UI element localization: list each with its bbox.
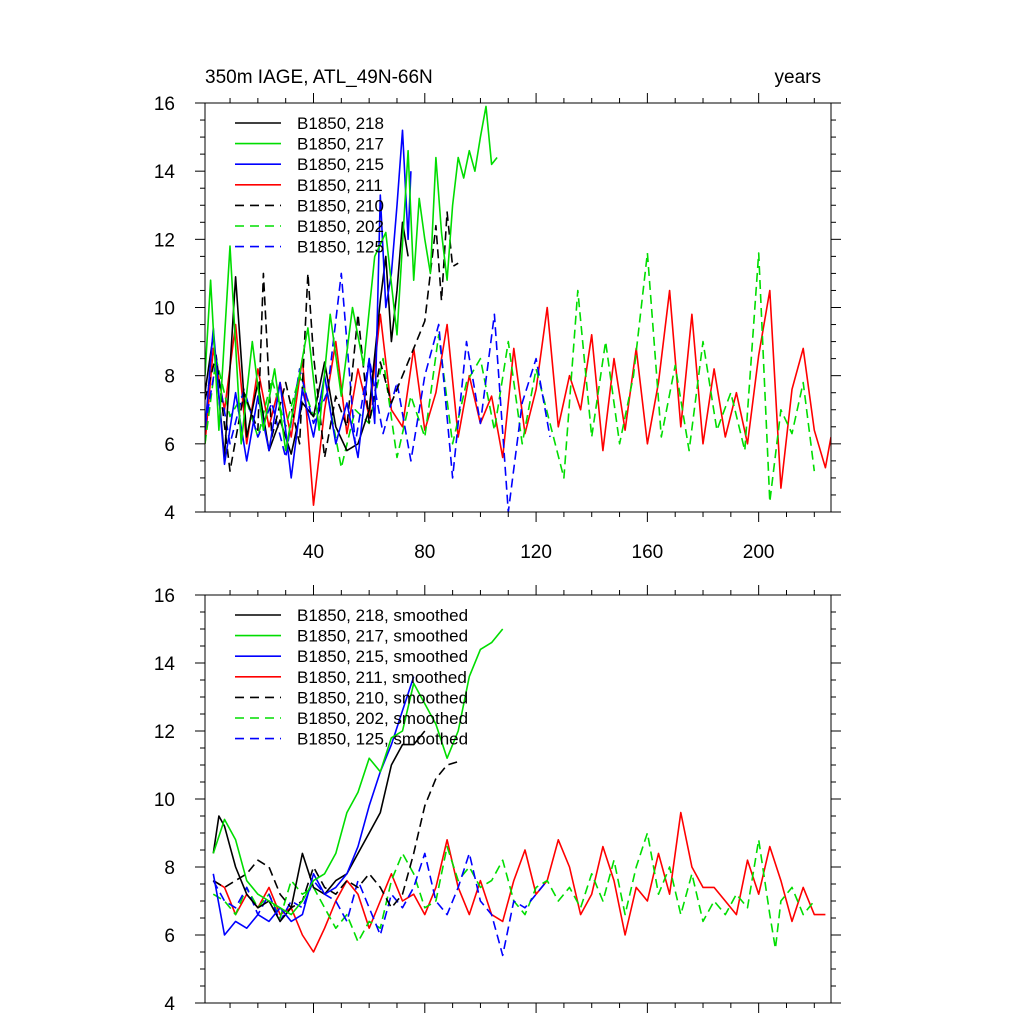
series-line-b1850-217-smoothed [212,628,504,916]
x-tick-label: 200 [743,542,775,563]
series-line-b1850-125-smoothed [212,852,548,957]
legend-label: B1850, 125, smoothed [297,730,468,749]
chart-title-units: years [775,67,821,88]
y-tick-label: 14 [154,162,176,183]
series-group [212,628,826,957]
series-line-b1850-217 [205,105,498,452]
y-tick-label: 8 [164,858,175,879]
legend-label: B1850, 125 [297,238,384,257]
y-tick-label: 8 [164,367,175,388]
legend: B1850, 218, smoothed B1850, 217, smoothed… [235,606,468,749]
y-tick-label: 6 [164,435,175,456]
y-tick-label: 4 [164,503,175,524]
y-tick-label: 10 [154,790,175,811]
legend-label: B1850, 202 [297,217,384,236]
x-tick-label: 80 [414,542,435,563]
series-line-b1850-210-smoothed [212,760,459,909]
y-tick-label: 12 [154,722,175,743]
x-tick-label: 40 [303,542,324,563]
x-tick-label: 160 [632,542,664,563]
legend-label: B1850, 210, smoothed [297,688,468,707]
legend-label: B1850, 210 [297,196,384,215]
y-tick-label: 10 [154,299,175,320]
y-tick-label: 16 [154,586,175,607]
y-tick-label: 16 [154,94,175,115]
series-line-b1850-218 [205,221,409,459]
series-line-b1850-202 [205,252,816,503]
series-line-b1850-211 [205,289,831,507]
legend-label: B1850, 211 [297,176,383,195]
legend-label: B1850, 217 [297,135,384,154]
y-tick-label: 12 [154,230,175,251]
y-tick-label: 6 [164,926,175,947]
y-tick-label: 4 [164,994,175,1015]
legend-label: B1850, 215 [297,155,384,174]
chart-title: 350m IAGE, ATL_49N-66N [205,67,433,88]
legend-label: B1850, 218 [297,114,384,133]
series-line-b1850-211-smoothed [212,811,826,953]
series-line-b1850-202-smoothed [212,832,815,950]
legend-label: B1850, 218, smoothed [297,606,468,625]
legend-label: B1850, 211, smoothed [297,668,467,687]
series-line-b1850-215 [205,129,412,479]
series-group [205,105,831,512]
chart-panel-top: 4 6 8 10 12 14 16 40 80 120 160 200 350m IAGE, ATL_4… [154,67,841,563]
legend-label: B1850, 215, smoothed [297,647,468,666]
series-line-b1850-218-smoothed [212,730,426,923]
y-tick-label: 14 [154,654,176,675]
legend-label: B1850, 217, smoothed [297,627,468,646]
x-tick-label: 120 [520,542,552,563]
legend-label: B1850, 202, smoothed [297,709,468,728]
